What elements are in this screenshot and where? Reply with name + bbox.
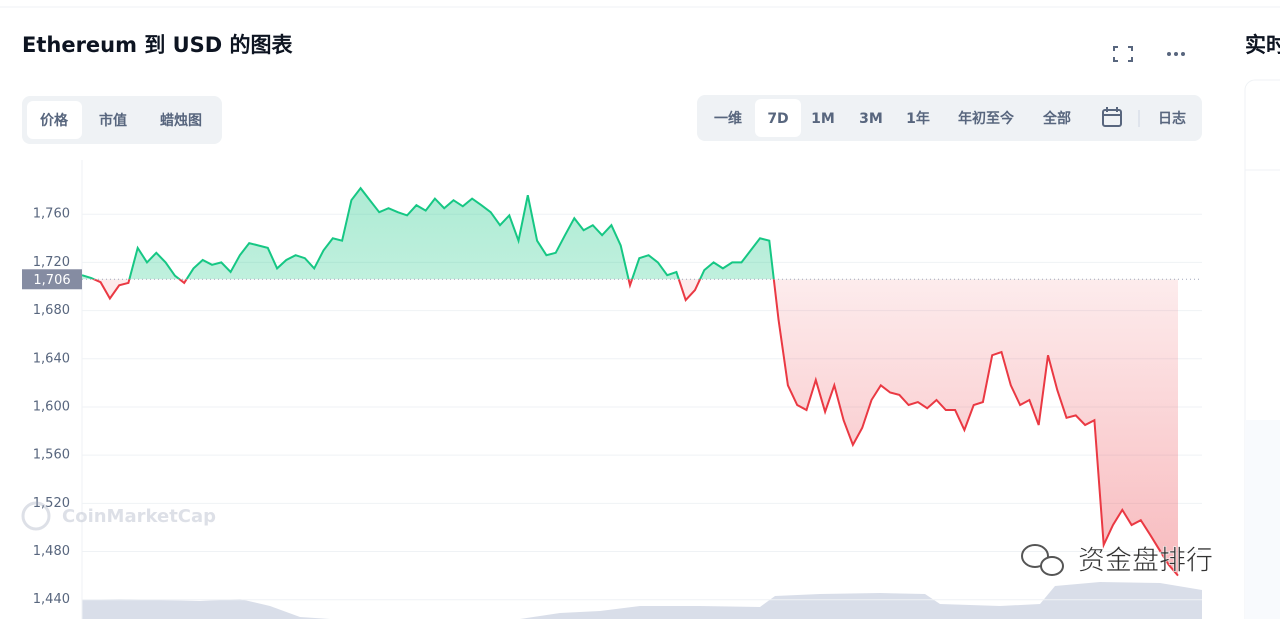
tab[interactable]: 年初至今 bbox=[958, 110, 1014, 127]
y-tick-label: 1,680 bbox=[33, 303, 70, 318]
area-fill-down bbox=[82, 279, 1178, 576]
baseline-label: 1,706 bbox=[33, 273, 70, 288]
active-tab-bg bbox=[27, 101, 82, 139]
y-tick-label: 1,480 bbox=[33, 544, 70, 559]
watermark-text: 资金盘排行 bbox=[1078, 546, 1213, 577]
y-tick-label: 1,560 bbox=[33, 448, 70, 463]
watermark-text: CoinMarketCap bbox=[62, 506, 216, 527]
side-title-clip: 实时 bbox=[1245, 33, 1280, 57]
side-title: 实时 bbox=[1245, 33, 1280, 57]
calendar-icon[interactable] bbox=[1102, 107, 1122, 127]
tab[interactable]: 全部 bbox=[1042, 110, 1071, 127]
tab[interactable]: 市值 bbox=[99, 112, 127, 129]
tab[interactable]: 1M bbox=[811, 111, 835, 127]
area-fill-up bbox=[82, 188, 774, 280]
chart-title: Ethereum 到 USD 的图表 bbox=[22, 33, 294, 57]
tab[interactable]: 蜡烛图 bbox=[160, 112, 202, 129]
price-line-down bbox=[91, 279, 1179, 577]
tab[interactable]: 3M bbox=[859, 111, 883, 127]
tab[interactable]: 7D bbox=[767, 111, 788, 127]
tab[interactable]: 日志 bbox=[1158, 110, 1186, 127]
tab[interactable]: 一维 bbox=[714, 110, 742, 127]
cmc-watermark: CoinMarketCap bbox=[21, 501, 216, 531]
y-tick-label: 1,520 bbox=[33, 496, 70, 511]
y-tick-label: 1,600 bbox=[33, 399, 70, 414]
y-tick-label: 1,440 bbox=[33, 592, 70, 607]
wechat-watermark: 资金盘排行 bbox=[1021, 544, 1213, 577]
price-line-up bbox=[82, 186, 775, 280]
more-icon[interactable] bbox=[1167, 52, 1185, 56]
baseline-label-bg bbox=[22, 269, 82, 290]
active-tab-bg bbox=[755, 99, 801, 137]
tab[interactable]: 1年 bbox=[906, 110, 930, 127]
right-tab-bar bbox=[697, 95, 1202, 141]
volume-area bbox=[82, 582, 1202, 619]
y-tick-label: 1,760 bbox=[33, 207, 70, 222]
side-block bbox=[1245, 420, 1280, 619]
y-tick-label: 1,640 bbox=[33, 351, 70, 366]
y-tick-label: 1,720 bbox=[33, 255, 70, 270]
tab[interactable]: 价格 bbox=[40, 112, 69, 129]
fullscreen-icon[interactable] bbox=[1113, 46, 1133, 62]
